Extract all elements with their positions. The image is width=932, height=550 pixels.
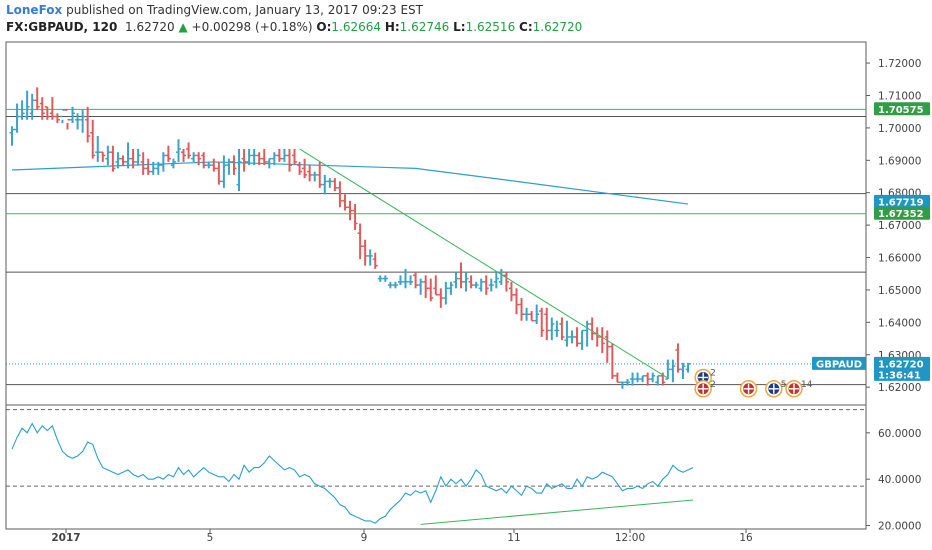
price-label-tag — [874, 356, 930, 370]
price-label-text: 1.67719 — [878, 197, 924, 208]
price-label-text: 1.70575 — [878, 105, 924, 116]
up-triangle-icon: ▲ — [178, 20, 188, 34]
x-tick-label: 11 — [507, 532, 520, 544]
symbol-tag-label: GBPAUD — [816, 359, 862, 370]
price-tick-label: 1.62000 — [878, 382, 921, 394]
author-link[interactable]: LoneFox — [6, 3, 63, 17]
price-tick-label: 1.65000 — [878, 285, 921, 297]
price-label-tag — [874, 367, 930, 381]
x-tick-label: 9 — [361, 532, 368, 544]
price-label-text: 1.62720 — [878, 359, 924, 370]
price-change: +0.00298 (+0.18%) — [191, 20, 313, 34]
high-label: H: — [384, 20, 400, 34]
price-tick-label: 1.71000 — [878, 90, 921, 102]
price-label-tag — [874, 206, 930, 220]
event-count: 2 — [710, 368, 716, 378]
price-trendline — [299, 148, 669, 379]
publish-text: published on TradingView.com, January 13… — [62, 3, 423, 17]
price-bars — [9, 87, 691, 389]
chart-header: LoneFox published on TradingView.com, Ja… — [0, 0, 932, 36]
event-count: 14 — [801, 380, 813, 390]
price-tick-label: 1.70000 — [878, 123, 921, 135]
ohlc-line: FX:GBPAUD, 120 1.62720 ▲ +0.00298 (+0.18… — [6, 19, 582, 35]
price-label-text: 1:36:41 — [878, 370, 921, 381]
close-label: C: — [519, 20, 533, 34]
price-label-text: 1.67352 — [878, 209, 924, 220]
open-label: O: — [316, 20, 332, 34]
price-tick-label: 1.64000 — [878, 317, 921, 329]
osc-tick-label: 20.0000 — [878, 521, 921, 533]
x-tick-label: 2017 — [51, 532, 80, 544]
open-value: 1.62664 — [331, 20, 381, 34]
price-tick-label: 1.72000 — [878, 58, 921, 70]
symbol-label[interactable]: FX:GBPAUD, 120 — [6, 20, 118, 34]
price-tick-label: 1.69000 — [878, 155, 921, 167]
event-count: 2 — [710, 380, 716, 390]
close-value: 1.62720 — [532, 20, 583, 34]
x-tick-label: 12:00 — [615, 532, 645, 544]
low-value: 1.62516 — [465, 20, 516, 34]
osc-tick-label: 40.0000 — [878, 474, 921, 486]
oscillator-trendline — [420, 499, 694, 525]
event-count: 5 — [781, 380, 787, 390]
chart-canvas[interactable]: 1.720001.710001.700001.690001.680001.670… — [0, 36, 932, 550]
oscillator-pane — [5, 404, 867, 530]
oscillator-line — [11, 422, 694, 524]
symbol-tag — [812, 356, 866, 370]
price-tick-label: 1.67000 — [878, 220, 921, 232]
x-tick-label: 5 — [207, 532, 214, 544]
price-label-tag — [874, 194, 930, 208]
price-tick-label: 1.66000 — [878, 253, 921, 265]
last-price: 1.62720 — [125, 20, 175, 34]
osc-tick-label: 60.0000 — [878, 428, 921, 440]
high-value: 1.62746 — [399, 20, 450, 34]
price-label-tag — [874, 102, 930, 116]
low-label: L: — [453, 20, 466, 34]
x-tick-label: 16 — [739, 532, 753, 544]
publish-line: LoneFox published on TradingView.com, Ja… — [6, 2, 423, 18]
moving-average-line — [11, 161, 689, 205]
price-pane — [5, 41, 867, 406]
